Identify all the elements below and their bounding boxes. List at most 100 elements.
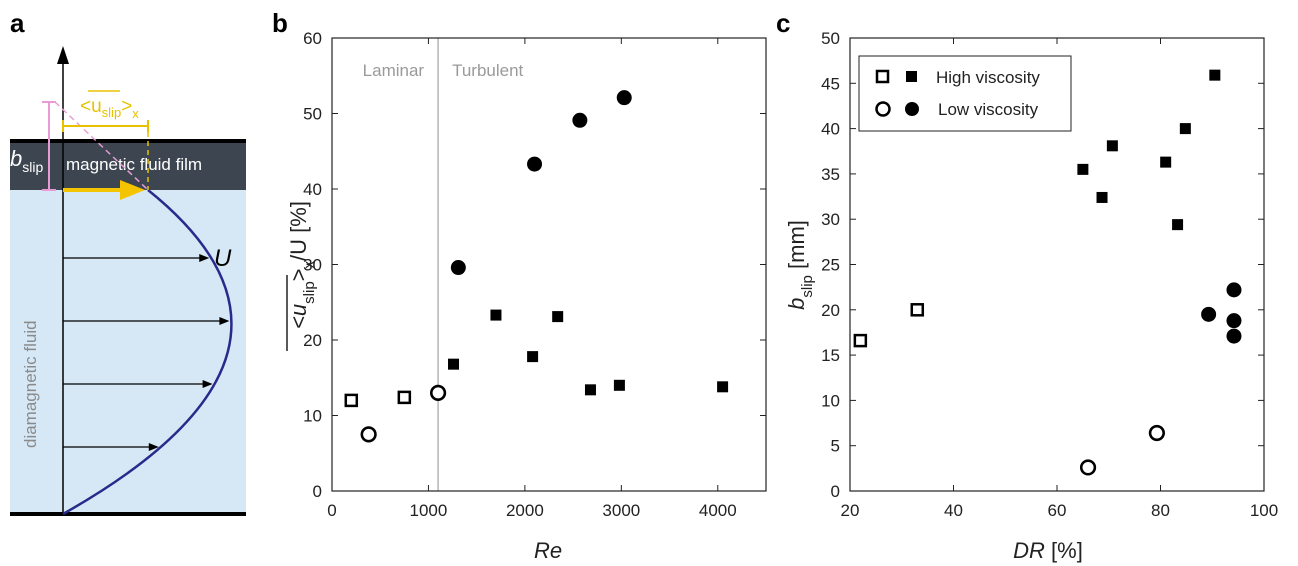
panel-c-ylabel: bslip [mm]	[784, 220, 816, 310]
data-point-filled-square	[1106, 140, 1118, 152]
y-tick-label: 15	[821, 346, 840, 365]
x-tick-label: 80	[1151, 501, 1170, 520]
data-point-open-square	[344, 393, 359, 408]
legend-open-square	[875, 69, 890, 84]
profile-arrow-head-icon	[148, 443, 159, 451]
y-tick-label: 60	[303, 29, 322, 48]
data-point-filled-circle	[1226, 328, 1242, 344]
y-tick-label: 50	[303, 105, 322, 124]
slip-extrapolation-line	[54, 101, 149, 191]
x-tick-label: 60	[1048, 501, 1067, 520]
slip-velocity-annotation: <uslip>x	[80, 96, 139, 121]
data-point-open-circle	[429, 384, 447, 401]
data-point-filled-circle	[1226, 282, 1242, 298]
panel-c-chart: c 20 40 60 80 100 0 5 10 15 20 25 30 35 40 45 50 High v…	[776, 8, 1278, 563]
data-point-filled-circle	[616, 90, 632, 106]
legend-open-circle	[875, 101, 891, 117]
data-point-filled-circle	[527, 156, 543, 172]
data-point-open-circle	[1079, 459, 1097, 476]
data-point-filled-square	[613, 379, 625, 391]
y-tick-label: 45	[821, 74, 840, 93]
data-point-filled-circle	[450, 260, 466, 276]
data-point-filled-square	[584, 384, 596, 396]
y-tick-label: 10	[303, 407, 322, 426]
data-point-filled-square	[1096, 191, 1108, 203]
legend-filled-square	[906, 71, 917, 82]
y-tick-label: 30	[303, 256, 322, 275]
panel-b-frame	[331, 37, 767, 492]
data-point-filled-circle	[572, 112, 588, 128]
data-point-open-square	[853, 333, 868, 348]
x-tick-label: 3000	[602, 501, 640, 520]
data-point-filled-square	[1172, 219, 1184, 231]
panel-label-b: b	[272, 8, 288, 38]
x-tick-label: 0	[327, 501, 336, 520]
y-tick-label: 0	[313, 482, 322, 501]
legend-filled-circle	[905, 102, 919, 116]
svg-text:<uslip>x/U [%]: <uslip>x/U [%]	[286, 201, 318, 329]
turbulent-label: Turbulent	[452, 61, 523, 80]
fluid-label: diamagnetic fluid	[21, 320, 40, 448]
profile-arrow-head-icon	[202, 380, 213, 388]
x-tick-label: 1000	[410, 501, 448, 520]
y-tick-label: 40	[303, 180, 322, 199]
profile-arrow-head-icon	[219, 317, 230, 325]
x-tick-label: 20	[841, 501, 860, 520]
data-point-open-square	[397, 390, 412, 405]
data-point-filled-square	[1077, 163, 1089, 175]
data-point-filled-circle	[1226, 313, 1242, 329]
panel-c-ticks: 20 40 60 80 100 0 5 10 15 20 25 30 35 40 45 50	[821, 29, 1278, 520]
y-tick-label: 20	[303, 331, 322, 350]
y-tick-label: 5	[831, 437, 840, 456]
y-tick-label: 35	[821, 165, 840, 184]
diamagnetic-fluid-region	[10, 190, 246, 514]
panel-b-ticks: 0 1000 2000 3000 4000 0 10 20 30 40 50 60	[303, 29, 766, 520]
panel-c-marks	[853, 69, 1242, 476]
y-tick-label: 0	[831, 482, 840, 501]
data-point-filled-square	[448, 358, 460, 370]
profile-arrow-head-icon	[199, 254, 210, 262]
bslip-symbol: bslip	[10, 146, 43, 175]
data-point-filled-square	[1179, 123, 1191, 135]
y-tick-label: 20	[821, 301, 840, 320]
data-point-open-circle	[1148, 424, 1165, 442]
y-tick-label: 10	[821, 391, 840, 410]
data-point-filled-square	[1209, 69, 1221, 81]
legend-box	[858, 55, 1072, 132]
slip-arrow-head-icon	[120, 180, 145, 200]
panel-c-frame	[849, 37, 1265, 492]
x-tick-label: 40	[944, 501, 963, 520]
film-label: magnetic fluid film	[66, 155, 202, 174]
panel-c-xlabel: DR [%]	[1013, 538, 1083, 563]
x-tick-label: 2000	[506, 501, 544, 520]
data-point-filled-square	[1160, 156, 1172, 168]
legend-high-viscosity: High viscosity	[936, 68, 1040, 87]
data-point-filled-square	[527, 351, 539, 363]
x-tick-label: 100	[1250, 501, 1278, 520]
panel-b-chart: b Laminar Turbulent 0 1000 2000 3000 4000 0 10…	[272, 8, 767, 563]
data-point-open-square	[910, 303, 925, 317]
y-tick-label: 50	[821, 29, 840, 48]
panel-b-xlabel: Re	[534, 538, 562, 563]
height-axis-arrow-icon	[57, 46, 69, 64]
panel-b-ylabel: <uslip>x/U [%]	[286, 201, 318, 351]
panel-b-marks	[344, 90, 729, 443]
profile-arrows	[63, 254, 230, 451]
panel-label-a: a	[10, 8, 25, 38]
laminar-label: Laminar	[363, 61, 425, 80]
data-point-filled-square	[717, 381, 729, 393]
x-tick-label: 4000	[699, 501, 737, 520]
y-tick-label: 25	[821, 256, 840, 275]
data-point-filled-square	[490, 309, 502, 321]
velocity-symbol: U	[214, 245, 232, 272]
legend-low-viscosity: Low viscosity	[938, 100, 1039, 119]
y-tick-label: 30	[821, 210, 840, 229]
y-tick-label: 40	[821, 120, 840, 139]
panel-c-legend: High viscosity Low viscosity	[858, 55, 1072, 132]
panel-label-c: c	[776, 8, 790, 38]
panel-a-schematic: a magnetic fluid film diamagnetic fluid …	[10, 8, 246, 516]
data-point-filled-circle	[1201, 306, 1217, 322]
data-point-open-circle	[360, 426, 377, 443]
velocity-profile	[62, 189, 233, 516]
